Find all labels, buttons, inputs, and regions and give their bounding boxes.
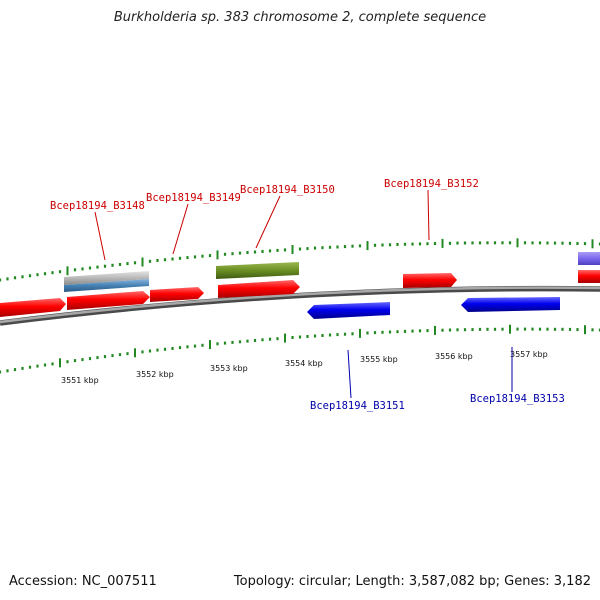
gene-arrow-forward[interactable] (218, 280, 300, 298)
feature-green (216, 262, 299, 279)
inner-dotted-ruler (0, 324, 600, 374)
gene-label-b3152[interactable]: Bcep18194_B3152 (384, 178, 479, 190)
gene-arrow-reverse[interactable] (461, 297, 560, 312)
gene-arrow-forward[interactable] (150, 287, 204, 302)
gene-label-b3151[interactable]: Bcep18194_B3151 (310, 400, 405, 412)
feature-steelblue (64, 279, 149, 292)
feature-gray (64, 271, 149, 285)
gene-arrow-reverse[interactable] (307, 302, 390, 319)
gene-arrow-forward[interactable] (403, 273, 457, 288)
gene-arrow-forward[interactable] (67, 291, 150, 310)
ruler-tick-label: 3556 kbp (435, 352, 473, 361)
leader-lines (94, 189, 513, 399)
gene-label-b3148[interactable]: Bcep18194_B3148 (50, 200, 145, 212)
map-title: Burkholderia sp. 383 chromosome 2, compl… (113, 10, 487, 25)
gene-label-b3150[interactable]: Bcep18194_B3150 (240, 184, 335, 196)
genome-summary: Topology: circular; Length: 3,587,082 bp… (233, 574, 591, 589)
accession-label: Accession: NC_007511 (9, 574, 157, 589)
outer-dotted-ruler (0, 238, 600, 282)
gene-arrow-forward[interactable] (578, 270, 600, 283)
chromosome-backbone-highlight (0, 286, 600, 324)
ruler-tick-label: 3557 kbp (510, 350, 548, 359)
ruler-tick-label: 3555 kbp (360, 355, 398, 364)
ruler-tick-label: 3552 kbp (136, 370, 174, 379)
ruler-tick-label: 3553 kbp (210, 364, 248, 373)
ruler-tick-label: 3554 kbp (285, 359, 323, 368)
gene-arrow-forward[interactable] (0, 298, 66, 317)
gene-label-b3149[interactable]: Bcep18194_B3149 (146, 192, 241, 204)
gene-label-b3153[interactable]: Bcep18194_B3153 (470, 393, 565, 405)
feature-purple (578, 252, 600, 265)
ruler-tick-label: 3551 kbp (61, 376, 99, 385)
